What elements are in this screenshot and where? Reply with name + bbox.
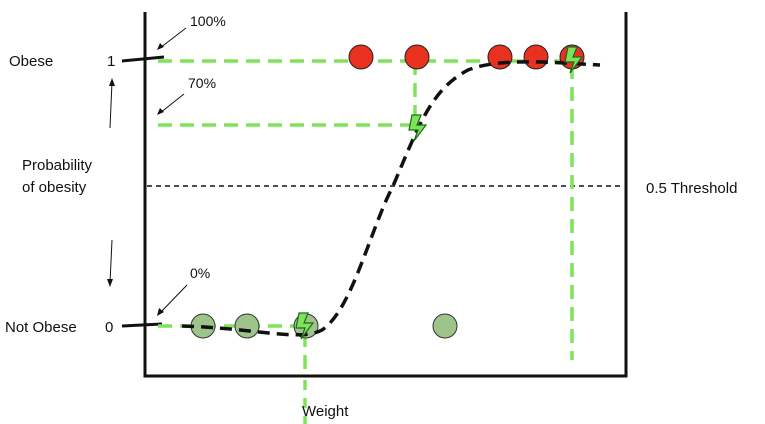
pct-100-label: 100% [190,13,226,29]
not-obese-label: Not Obese [5,319,77,336]
pct-0-label: 0% [190,265,210,281]
bolts [295,46,584,340]
zero-label: 0 [105,319,113,336]
guide-lines [158,59,574,424]
obese-point [404,44,430,70]
plot-frame [143,12,628,378]
lightning-bolt-icon [564,46,584,74]
pointer-arrowhead-100 [157,43,164,50]
pointer-arrow-0 [159,284,188,314]
threshold-label: 0.5 Threshold [646,180,737,197]
lightning-bolt-icon [295,312,315,340]
tick-one [121,55,165,63]
pct-70-label: 70% [188,75,216,91]
up-arrow-icon [109,78,115,129]
pointer-arrow-70 [159,93,185,114]
obese-points [348,44,585,70]
not-obese-point [432,313,458,339]
obese-label: Obese [9,53,53,70]
down-arrow-icon [107,239,113,287]
probability-label-line1: Probability [22,157,93,174]
pointer-arrow-100 [159,27,187,49]
tick-zero [121,322,163,328]
lightning-bolt-icon [408,114,428,142]
obese-point [523,44,549,70]
guide-100 [158,59,574,360]
one-label: 1 [107,53,115,70]
pointer-arrowhead-0 [157,308,164,316]
obese-point [487,44,513,70]
not-obese-point [234,313,260,339]
probability-label-line2: of obesity [22,179,87,196]
pointer-arrows [157,27,188,316]
weight-axis-label: Weight [302,403,349,420]
obese-point [348,44,374,70]
sigmoid-curve [181,60,601,337]
pointer-arrowhead-70 [157,108,164,115]
